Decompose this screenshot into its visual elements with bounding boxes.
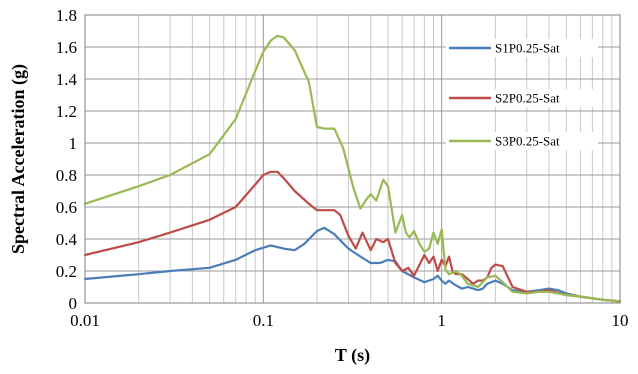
y-tick-label: 1.6 — [56, 38, 77, 57]
legend-item-bg — [446, 89, 598, 107]
series-line-3 — [83, 34, 622, 303]
y-tick-label: 1.4 — [56, 70, 78, 89]
legend-item-bg — [446, 39, 598, 57]
legend-item: S1P0.25-Sat — [446, 39, 598, 57]
legend-item: S2P0.25-Sat — [446, 89, 598, 107]
y-tick-label: 1 — [69, 134, 78, 153]
plot-frame — [84, 14, 621, 304]
y-tick-labels: 0 0.2 0.4 0.6 0.8 1 1.2 1.4 1.6 1.8 — [56, 6, 78, 313]
y-tick-label: 1.8 — [56, 6, 77, 25]
y-tick-label: 0.6 — [56, 198, 77, 217]
legend-item-bg — [446, 132, 598, 150]
y-axis-title: Spectral Acceleration (g) — [8, 64, 29, 254]
legend: S1P0.25-Sat S2P0.25-Sat S3P0.25-Sat — [446, 39, 598, 150]
x-tick-label: 0.01 — [70, 311, 100, 330]
series-layer — [83, 34, 622, 303]
y-tick-label: 0.8 — [56, 166, 77, 185]
legend-label: S3P0.25-Sat — [495, 134, 560, 149]
x-tick-label: 1 — [437, 311, 446, 330]
legend-label: S1P0.25-Sat — [495, 41, 560, 56]
y-tick-label: 0.4 — [56, 230, 78, 249]
legend-item: S3P0.25-Sat — [446, 132, 598, 150]
y-tick-label: 0.2 — [56, 262, 77, 281]
x-tick-labels: 0.01 0.1 1 10 — [70, 311, 628, 330]
legend-label: S2P0.25-Sat — [495, 91, 560, 106]
x-axis-title: T (s) — [335, 345, 370, 366]
x-tick-label: 0.1 — [253, 311, 274, 330]
series-line-2 — [83, 170, 622, 303]
x-tick-label: 10 — [612, 311, 629, 330]
grid — [84, 14, 620, 304]
y-tick-label: 0 — [69, 294, 78, 313]
y-tick-label: 1.2 — [56, 102, 77, 121]
